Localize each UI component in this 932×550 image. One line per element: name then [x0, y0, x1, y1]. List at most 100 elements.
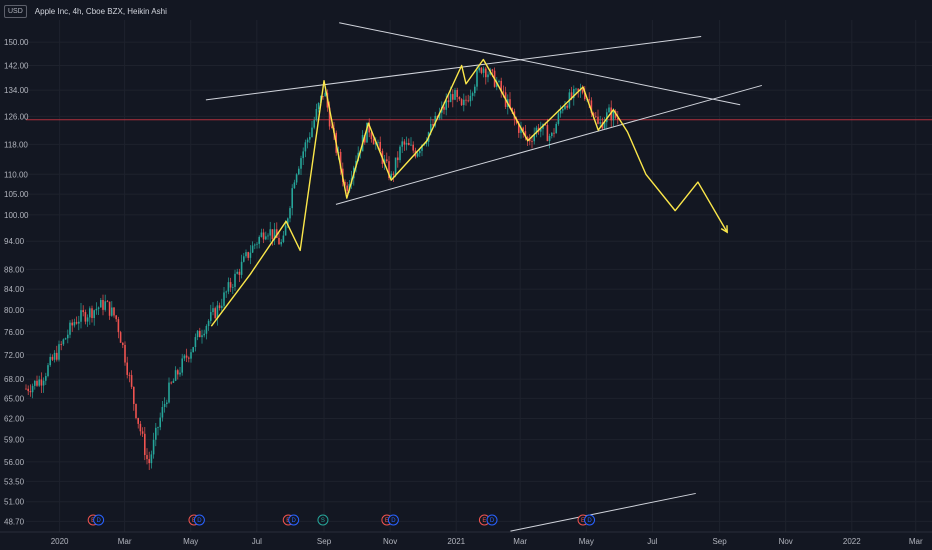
- candle-body: [368, 122, 370, 133]
- candle-body: [397, 157, 399, 161]
- candle-body: [207, 320, 210, 327]
- candle-body: [67, 334, 69, 339]
- y-tick-label: 62.00: [4, 415, 25, 424]
- candle-body: [47, 365, 49, 377]
- candle-body: [447, 100, 450, 103]
- candle-body: [161, 406, 164, 418]
- candle-body: [546, 124, 549, 142]
- candle-body: [509, 99, 511, 108]
- trend-lines: [205, 22, 762, 532]
- candle-body: [608, 107, 610, 113]
- candle-body: [346, 185, 348, 192]
- candle-body: [454, 89, 456, 100]
- event-marker-label: D: [391, 518, 396, 524]
- candle-body: [293, 182, 296, 189]
- candle-body: [526, 137, 529, 140]
- candle-body: [271, 229, 274, 240]
- candle-body: [135, 403, 137, 418]
- x-tick-label: Sep: [712, 537, 727, 546]
- candle-body: [64, 338, 67, 340]
- candle-body: [419, 150, 421, 154]
- candle-body: [410, 144, 412, 146]
- candle-body: [111, 307, 113, 316]
- candle-body: [496, 81, 498, 87]
- candle-body: [430, 124, 432, 133]
- candle-body: [137, 417, 139, 424]
- event-marker-circle: [93, 514, 105, 526]
- candle-body: [500, 80, 502, 92]
- candle-body: [223, 292, 225, 306]
- candle-body: [581, 89, 584, 93]
- candle-body: [590, 100, 593, 113]
- candle-body: [535, 127, 538, 134]
- candle-body: [247, 252, 249, 258]
- candle-body: [566, 105, 568, 108]
- candle-body: [298, 168, 300, 175]
- candle-body: [531, 141, 533, 142]
- candle-body: [95, 308, 98, 311]
- candle-body: [295, 174, 298, 183]
- x-tick-label: Mar: [513, 537, 527, 546]
- candle-body: [370, 132, 373, 140]
- candle-body: [522, 127, 524, 132]
- candle-body: [458, 96, 461, 100]
- candle-body: [280, 241, 282, 245]
- candle-body: [205, 326, 208, 334]
- candle-body: [386, 159, 388, 162]
- candle-body: [291, 188, 293, 209]
- candle-body: [467, 100, 469, 102]
- candle-body: [201, 335, 203, 338]
- candle-body: [170, 382, 172, 384]
- candle-body: [53, 352, 56, 360]
- candle-body: [260, 232, 263, 237]
- y-tick-label: 76.00: [4, 328, 25, 337]
- candle-body: [452, 94, 454, 100]
- candle-body: [122, 342, 124, 345]
- candle-body: [179, 372, 181, 375]
- candle-body: [597, 116, 599, 124]
- x-tick-label: Nov: [779, 537, 793, 546]
- event-marker-label: D: [197, 518, 202, 524]
- candle-body: [148, 459, 150, 464]
- candle-body: [82, 310, 84, 313]
- candle-body: [128, 374, 131, 376]
- candle-body: [188, 357, 190, 359]
- candle-body: [155, 427, 157, 440]
- pattern-drawing: [210, 58, 728, 327]
- candle-body: [306, 139, 309, 143]
- y-tick-label: 53.50: [4, 477, 25, 486]
- candle-body: [498, 80, 500, 82]
- y-tick-label: 59.00: [4, 436, 25, 445]
- candle-body: [38, 379, 40, 386]
- candle-body: [278, 237, 280, 245]
- x-tick-label: May: [183, 537, 198, 546]
- candle-body: [502, 91, 505, 93]
- event-marker-label: D: [96, 518, 101, 524]
- candle-body: [317, 103, 320, 110]
- candle-body: [84, 312, 87, 322]
- candle-body: [557, 113, 560, 124]
- event-marker: D: [387, 514, 399, 526]
- y-tick-label: 51.00: [4, 498, 25, 507]
- candle-body: [51, 356, 54, 360]
- candle-body: [412, 144, 414, 151]
- currency-badge[interactable]: USD: [4, 4, 27, 18]
- y-tick-label: 150.00: [4, 38, 29, 47]
- event-marker: D: [288, 514, 300, 526]
- candle-body: [471, 93, 474, 96]
- candle-body: [533, 133, 535, 142]
- candle-body: [392, 173, 395, 175]
- candle-body: [339, 151, 342, 169]
- candle-body: [511, 107, 513, 112]
- event-marker-circle: [193, 514, 205, 526]
- candle-body: [159, 417, 161, 428]
- candle-body: [434, 115, 436, 126]
- candle-body: [324, 92, 326, 97]
- y-tick-label: 88.00: [4, 265, 25, 274]
- candle-body: [289, 208, 291, 219]
- event-marker-circle: [584, 514, 596, 526]
- candle-body: [344, 181, 346, 186]
- candle-body: [262, 232, 265, 240]
- candle-body: [610, 107, 612, 121]
